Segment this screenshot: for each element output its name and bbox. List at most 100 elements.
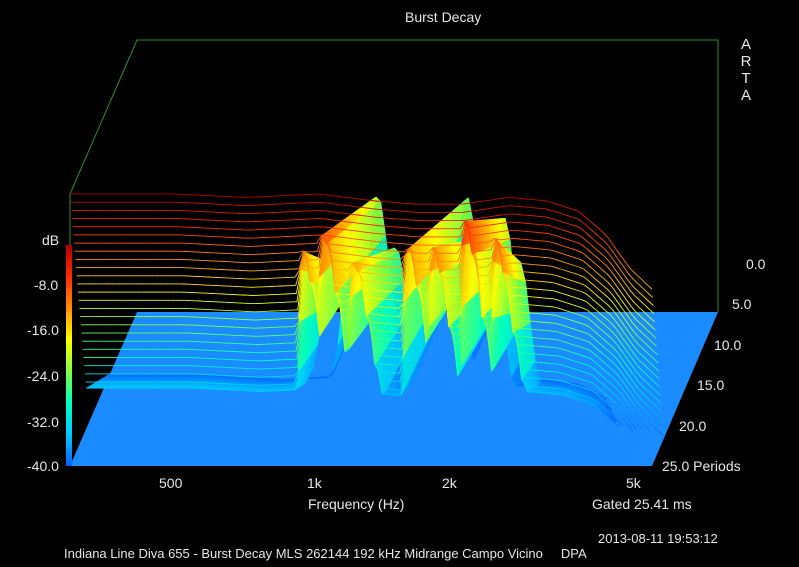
slice-segment <box>573 383 579 385</box>
slice-segment <box>448 214 455 245</box>
slice-segment <box>525 282 531 324</box>
slice-segment <box>383 259 390 295</box>
slice-segment <box>311 311 318 353</box>
slice-segment <box>393 289 400 329</box>
slice-segment <box>567 387 573 389</box>
slice-segment <box>566 387 572 390</box>
slice-segment <box>515 369 522 385</box>
slice-segment <box>353 212 359 220</box>
slice-segment <box>377 262 384 301</box>
slice-segment <box>345 217 352 226</box>
slice-segment <box>571 387 578 391</box>
slice-segment <box>393 247 399 254</box>
slice-segment <box>473 291 480 347</box>
slice-segment <box>386 388 392 390</box>
slice-segment <box>559 385 565 387</box>
slice-segment <box>362 215 368 258</box>
slice-segment <box>587 391 593 394</box>
slice-segment <box>499 218 505 242</box>
slice-segment <box>374 206 380 243</box>
slice-segment <box>394 373 401 387</box>
slice-segment <box>384 371 390 374</box>
slice-segment <box>582 385 588 389</box>
slice-segment <box>527 324 534 365</box>
slice-segment <box>589 390 595 394</box>
slice-segment <box>600 396 607 400</box>
slice-segment <box>397 330 404 359</box>
slice-segment <box>367 202 373 209</box>
slice-segment <box>391 256 397 288</box>
slice-segment <box>533 363 540 385</box>
slice-segment <box>513 334 520 363</box>
slice-segment <box>383 299 390 344</box>
slice-segment <box>349 214 356 222</box>
slice-segment <box>514 370 521 385</box>
slice-segment <box>384 250 390 258</box>
slice-segment <box>372 198 378 205</box>
slice-segment <box>391 379 398 389</box>
slice-segment <box>397 387 403 389</box>
slice-segment <box>584 389 590 392</box>
slice-segment <box>357 209 363 217</box>
slice-segment <box>344 218 351 227</box>
slice-segment <box>513 372 520 386</box>
slice-segment <box>379 202 386 237</box>
slice-segment <box>380 261 387 298</box>
slice-segment <box>534 361 541 385</box>
slice-segment <box>372 208 378 246</box>
slice-segment <box>376 253 382 262</box>
slice-segment <box>386 346 393 381</box>
slice-segment <box>453 210 459 240</box>
slice-segment <box>555 379 561 382</box>
slice-segment <box>522 281 529 325</box>
slice-segment <box>348 215 355 223</box>
slice-segment <box>355 221 362 265</box>
slice-segment <box>376 204 382 241</box>
slice-segment <box>346 217 353 225</box>
slice-segment <box>451 211 457 242</box>
slice-segment <box>502 218 509 241</box>
slice-segment <box>380 201 386 236</box>
slice-segment <box>310 312 317 355</box>
slice-segment <box>351 213 357 221</box>
slice-segment <box>534 361 540 363</box>
slice-segment <box>419 320 425 359</box>
slice-segment <box>303 356 310 385</box>
slice-segment <box>393 247 400 254</box>
slice-segment <box>396 332 402 362</box>
slice-segment <box>501 218 508 241</box>
slice-segment <box>354 222 360 267</box>
slice-segment <box>392 378 398 389</box>
slice-segment <box>383 355 389 357</box>
slice-segment <box>377 253 384 261</box>
slice-segment <box>527 324 534 366</box>
slice-segment <box>580 387 586 390</box>
slice-segment <box>546 393 552 395</box>
slice-segment <box>398 285 404 322</box>
slice-segment <box>582 389 589 393</box>
slice-segment <box>549 381 555 383</box>
slice-segment <box>512 336 519 366</box>
slice-segment <box>577 384 583 387</box>
slice-segment <box>375 205 382 242</box>
slice-segment <box>343 219 350 227</box>
slice-segment <box>381 251 388 259</box>
slice-segment <box>383 259 389 296</box>
slice-segment <box>454 209 461 238</box>
slice-segment <box>384 298 391 343</box>
slice-segment <box>365 213 372 254</box>
slice-segment <box>374 205 381 242</box>
slice-segment <box>415 327 421 367</box>
slice-segment <box>357 219 364 263</box>
slice-segment <box>568 386 574 388</box>
slice-segment <box>499 218 506 242</box>
slice-segment <box>359 217 366 261</box>
slice-segment <box>350 214 357 222</box>
slice-segment <box>310 347 317 374</box>
slice-segment <box>503 313 509 353</box>
slice-segment <box>417 324 423 363</box>
slice-segment <box>370 209 377 247</box>
slice-segment <box>417 323 424 361</box>
slice-segment <box>529 323 536 362</box>
slice-segment <box>387 249 393 257</box>
